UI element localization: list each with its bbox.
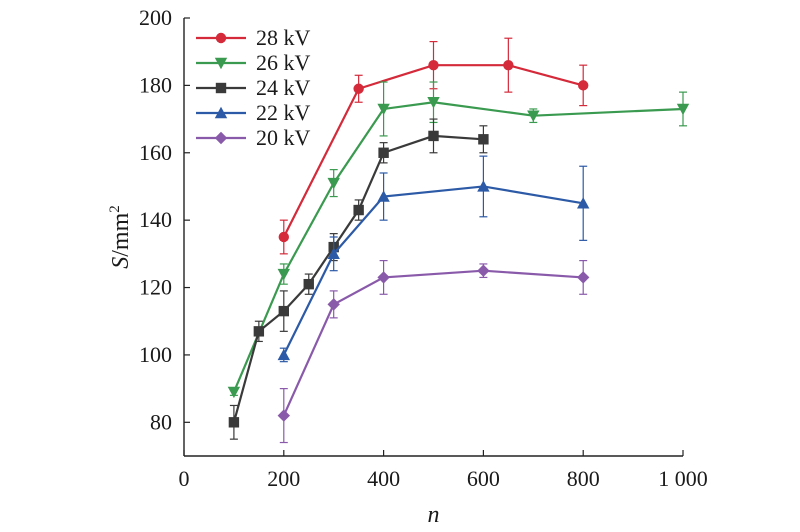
data-point <box>676 103 690 116</box>
series <box>228 118 489 440</box>
data-point <box>303 278 314 290</box>
series-line <box>232 134 484 423</box>
series-layer <box>227 37 690 444</box>
data-point <box>577 271 590 284</box>
y-tick-label: 80 <box>150 409 172 434</box>
data-point <box>503 59 514 71</box>
y-axis-title: S/mm2 <box>107 205 134 269</box>
axes: 0 200 400 600 800 1 000 80 100 120 140 160 180 200 <box>139 5 708 491</box>
y-axis-title-unit: /mm <box>108 212 134 256</box>
legend-item: 28 kV <box>196 25 311 50</box>
y-axis-title-symbol: S <box>108 257 134 269</box>
x-axis-title: n <box>428 502 440 528</box>
data-point <box>478 134 489 145</box>
axis-titles: n S/mm2 <box>107 205 440 528</box>
data-point <box>253 326 265 337</box>
data-point <box>427 97 440 109</box>
x-tick-label: 400 <box>367 466 400 491</box>
data-point <box>353 83 364 94</box>
data-point <box>214 57 228 70</box>
data-point <box>215 32 227 44</box>
legend-item: 20 kV <box>196 125 311 150</box>
legend-item: 26 kV <box>196 50 311 75</box>
data-point <box>277 268 290 281</box>
data-point <box>327 247 340 260</box>
data-point <box>277 348 290 361</box>
data-point <box>214 106 228 119</box>
data-point <box>214 131 228 145</box>
data-point <box>277 409 290 422</box>
data-point <box>353 204 364 216</box>
data-point <box>327 298 340 311</box>
legend-item: 22 kV <box>196 100 311 125</box>
series <box>227 81 690 399</box>
data-point <box>377 103 390 116</box>
series <box>277 259 590 444</box>
legend-label: 26 kV <box>256 50 311 75</box>
y-axis-title-superscript: 2 <box>107 205 123 213</box>
data-point <box>527 110 540 122</box>
x-tick-label: 1 000 <box>658 466 708 491</box>
data-point <box>278 231 289 243</box>
legend-item: 24 kV <box>196 75 311 100</box>
x-tick-label: 600 <box>467 466 500 491</box>
y-tick-label: 180 <box>139 72 172 97</box>
x-tick-label: 800 <box>567 466 600 491</box>
data-point <box>228 417 240 428</box>
legend-label: 22 kV <box>256 100 311 125</box>
data-point <box>377 271 390 284</box>
data-point <box>278 305 289 317</box>
data-point <box>227 386 241 399</box>
y-tick-label: 200 <box>139 5 172 30</box>
data-point <box>477 180 490 192</box>
data-point <box>327 177 340 190</box>
data-point <box>378 147 389 158</box>
legend-label: 28 kV <box>256 25 311 50</box>
series-line <box>282 185 584 356</box>
y-tick-label: 120 <box>139 275 172 300</box>
legend-label: 24 kV <box>256 75 311 100</box>
data-point <box>428 59 439 71</box>
y-tick-label: 140 <box>139 207 172 232</box>
series <box>277 155 590 363</box>
data-point <box>477 264 490 277</box>
series-line <box>282 269 584 417</box>
data-point <box>215 82 227 94</box>
x-tick-label: 200 <box>267 466 300 491</box>
legend-label: 20 kV <box>256 125 311 150</box>
x-tick-label: 0 <box>179 466 190 491</box>
y-tick-label: 160 <box>139 140 172 165</box>
data-point <box>377 190 390 202</box>
y-tick-label: 100 <box>139 342 172 367</box>
data-point <box>428 130 439 142</box>
data-point <box>578 80 589 91</box>
data-point <box>577 197 590 209</box>
